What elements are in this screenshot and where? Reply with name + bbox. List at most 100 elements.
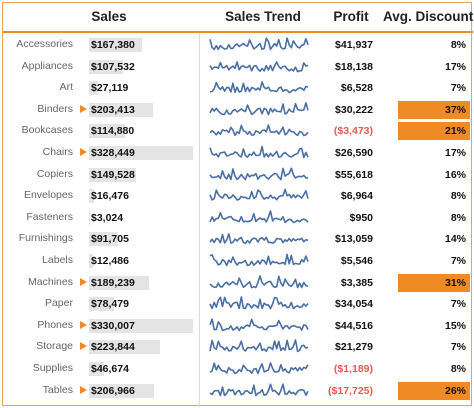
- table-row[interactable]: Tables $206,966 ($17,725) 26%: [3, 380, 473, 402]
- sparkline-path: [209, 188, 309, 201]
- header-profit[interactable]: Profit: [333, 9, 369, 24]
- sales-sparkline[interactable]: [209, 143, 309, 163]
- flag-arrow-cell: [77, 146, 89, 160]
- sales-sparkline[interactable]: [209, 208, 309, 228]
- header-sales-trend[interactable]: Sales Trend: [225, 9, 301, 24]
- sales-sparkline[interactable]: [209, 121, 309, 141]
- profit-value: $34,054: [335, 298, 373, 311]
- flag-arrow-cell: [77, 319, 89, 333]
- sparkline-path: [209, 339, 309, 353]
- table-row[interactable]: Phones $330,007 $44,516 15%: [3, 315, 473, 337]
- sales-sparkline[interactable]: [209, 294, 309, 314]
- sales-bar: [89, 102, 153, 117]
- sales-sparkline[interactable]: [209, 78, 309, 98]
- sales-value: $203,413: [91, 103, 135, 116]
- table-row[interactable]: Envelopes $16,476 $6,964 8%: [3, 185, 473, 207]
- discount-highlight: [398, 273, 470, 292]
- category-label: Copiers: [36, 167, 73, 180]
- sales-bar: [89, 167, 136, 182]
- avg-discount-value: 8%: [450, 39, 466, 51]
- profit-value: $950: [349, 211, 373, 224]
- table-row[interactable]: Bookcases $114,880 ($3,473) 21%: [3, 120, 473, 142]
- sales-sparkline[interactable]: [209, 251, 309, 271]
- sales-value: $114,880: [91, 125, 135, 138]
- header-sales[interactable]: Sales: [91, 9, 127, 24]
- sparkline-path: [209, 167, 309, 180]
- table-row[interactable]: Paper $78,479 $34,054 7%: [3, 293, 473, 315]
- sales-bar: [89, 340, 160, 355]
- flag-arrow-cell: [77, 384, 89, 398]
- table-row[interactable]: Chairs $328,449 $26,590 17%: [3, 142, 473, 164]
- sales-sparkline[interactable]: [209, 273, 309, 293]
- profit-value: $44,516: [335, 319, 373, 332]
- column-divider: [199, 33, 200, 407]
- sales-sparkline[interactable]: [209, 337, 309, 357]
- table-row[interactable]: Labels $12,486 $5,546 7%: [3, 250, 473, 272]
- sparkline-path: [209, 124, 309, 137]
- avg-discount-value: 7%: [450, 82, 466, 95]
- sparkline-path: [209, 274, 309, 288]
- sales-sparkline[interactable]: [209, 35, 309, 55]
- sales-sparkline[interactable]: [209, 316, 309, 336]
- category-label: Appliances: [21, 59, 73, 72]
- table-row[interactable]: Appliances $107,532 $18,138 17%: [3, 56, 473, 78]
- category-label: Tables: [42, 383, 73, 396]
- sparkline-path: [209, 101, 309, 116]
- sales-sparkline[interactable]: [209, 186, 309, 206]
- caret-right-icon: [79, 385, 87, 394]
- sparkline-path: [209, 362, 309, 375]
- profit-value: $30,222: [335, 103, 373, 116]
- table-row[interactable]: Art $27,119 $6,528 7%: [3, 77, 473, 99]
- sales-sparkline[interactable]: [209, 57, 309, 77]
- sales-value: $328,449: [91, 147, 135, 159]
- sales-sparkline[interactable]: [209, 359, 309, 379]
- sparkline-path: [209, 296, 309, 310]
- sales-sparkline[interactable]: [209, 381, 309, 401]
- avg-discount-value: 8%: [450, 363, 466, 375]
- table-row[interactable]: Furnishings $91,705 $13,059 14%: [3, 228, 473, 250]
- sales-value: $16,476: [91, 190, 129, 203]
- avg-discount-value: 37%: [444, 103, 466, 116]
- table-row[interactable]: Supplies $46,674 ($1,189) 8%: [3, 358, 473, 380]
- profit-value: $3,385: [340, 276, 373, 289]
- profit-value: ($3,473): [333, 125, 373, 138]
- flag-arrow-cell: [77, 340, 89, 354]
- caret-right-icon: [79, 342, 87, 351]
- sales-value: $206,966: [91, 384, 135, 397]
- sales-value: $167,380: [91, 39, 135, 51]
- sales-bar: [89, 210, 90, 225]
- table-row[interactable]: Accessories $167,380 $41,937 8%: [3, 34, 473, 56]
- sales-bar: [89, 189, 94, 204]
- avg-discount-value: 21%: [444, 125, 466, 138]
- profit-value: $26,590: [335, 147, 373, 159]
- sales-sparkline[interactable]: [209, 100, 309, 120]
- avg-discount-value: 14%: [444, 233, 466, 246]
- category-label: Binders: [37, 102, 73, 115]
- sales-value: $330,007: [91, 319, 135, 332]
- category-label: Phones: [37, 318, 73, 331]
- sales-sparkline[interactable]: [209, 229, 309, 249]
- category-label: Supplies: [32, 362, 73, 374]
- sales-value: $12,486: [91, 255, 129, 267]
- table-row[interactable]: Copiers $149,528 $55,618 16%: [3, 164, 473, 186]
- sparkline-path: [209, 60, 309, 72]
- header-avg-discount[interactable]: Avg. Discount: [383, 9, 474, 24]
- table-row[interactable]: Storage $223,844 $21,279 7%: [3, 336, 473, 358]
- sales-bar: [89, 362, 104, 376]
- category-label: Machines: [28, 275, 73, 288]
- table-row[interactable]: Binders $203,413 $30,222 37%: [3, 99, 473, 121]
- sales-value: $78,479: [91, 298, 129, 311]
- sales-value: $223,844: [91, 341, 135, 354]
- sales-sparkline[interactable]: [209, 165, 309, 185]
- caret-right-icon: [79, 104, 87, 113]
- sales-bar: [89, 318, 193, 333]
- discount-highlight: [398, 100, 470, 119]
- table-row[interactable]: Fasteners $3,024 $950 8%: [3, 207, 473, 229]
- discount-highlight: [398, 122, 470, 141]
- sparkline-path: [209, 145, 309, 159]
- sales-value: $46,674: [91, 363, 129, 375]
- flag-arrow-cell: [77, 103, 89, 117]
- sparkline-path: [209, 253, 309, 267]
- avg-discount-value: 16%: [444, 168, 466, 181]
- table-row[interactable]: Machines $189,239 $3,385 31%: [3, 272, 473, 294]
